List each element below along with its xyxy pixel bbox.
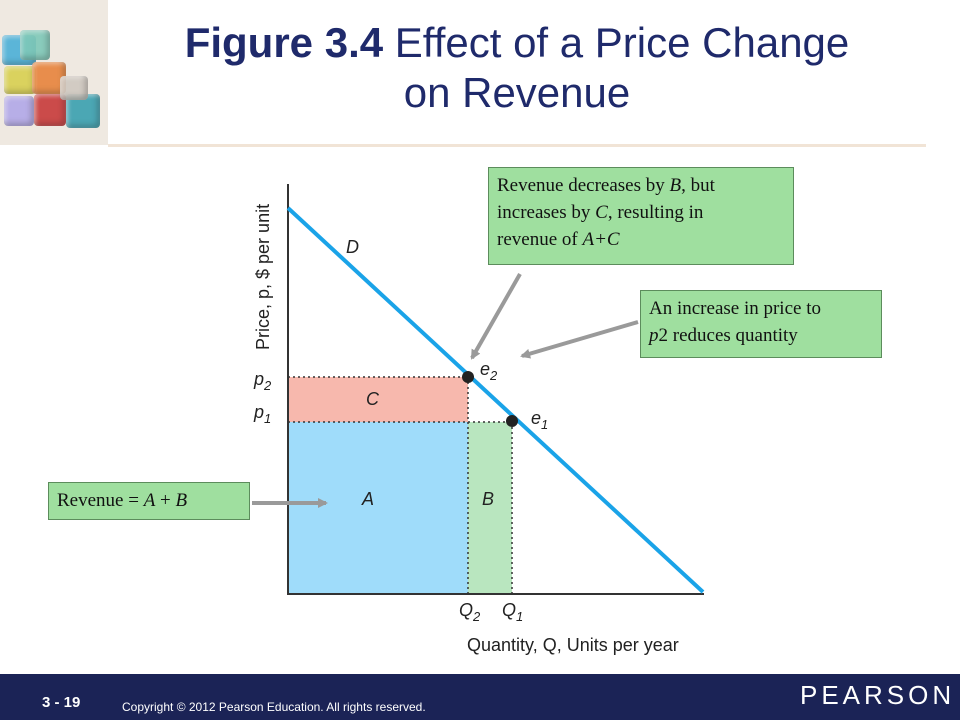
arrow-right-callout <box>520 320 639 359</box>
arrow-top-callout <box>470 273 522 360</box>
callout-revenue-total: Revenue = A + B <box>48 482 250 520</box>
cube-decor <box>20 30 50 60</box>
cube-logo <box>0 0 108 145</box>
callout-revenue-change: Revenue decreases by B, but increases by… <box>488 167 794 265</box>
callout-right-text-2: reduces quantity <box>668 325 798 346</box>
callout-top-text-5: revenue of <box>497 229 583 250</box>
e2-sub: 2 <box>489 368 498 383</box>
title-figure-number: Figure 3.4 <box>184 19 384 66</box>
callout-left-a: A <box>143 490 156 511</box>
p2-sub: 2 <box>263 378 272 393</box>
callout-top-b: B <box>669 175 682 196</box>
area-b-label: B <box>482 489 494 509</box>
demand-label: D <box>346 237 359 257</box>
callout-right-p: p <box>649 325 659 346</box>
area-c <box>288 377 468 422</box>
callout-price-increase: An increase in price to p2 reduces quant… <box>640 290 882 358</box>
q2-letter: Q <box>459 600 473 620</box>
callout-right-text-1: An increase in price to <box>649 298 821 319</box>
pearson-logo: PEARSON <box>800 680 956 710</box>
point-e2 <box>462 371 474 383</box>
demand-curve <box>286 206 705 594</box>
title-line2: on Revenue <box>403 69 631 116</box>
point-e1 <box>506 415 518 427</box>
area-a <box>288 422 468 594</box>
x-tick-q1: Q1 <box>502 600 523 624</box>
title-line1: Effect of a Price Change <box>394 19 850 66</box>
callout-left-b: B <box>175 490 188 511</box>
cube-decor <box>4 66 36 94</box>
revenue-diagram: D e2 e1 C A B p2 p1 Q2 Q1 Quantity, Q, U… <box>252 184 705 655</box>
callout-top-text-3: increases by <box>497 202 596 223</box>
callout-top-text-2: , but <box>681 175 715 196</box>
point-e2-label: e2 <box>480 359 498 383</box>
p1-sub: 1 <box>264 411 271 426</box>
footer-bar <box>0 674 960 720</box>
y-tick-p2: p2 <box>253 369 272 393</box>
q1-sub: 1 <box>516 609 523 624</box>
e2-letter: e <box>480 359 490 379</box>
e1-sub: 1 <box>541 417 548 432</box>
callout-top-ac: A+C <box>582 229 620 250</box>
p2-letter: p <box>253 369 264 389</box>
q2-sub: 2 <box>472 609 481 624</box>
page-title: Figure 3.4 Effect of a Price Change on R… <box>108 18 926 118</box>
point-e1-label: e1 <box>531 408 548 432</box>
y-tick-p1: p1 <box>253 402 271 426</box>
cube-decor <box>34 94 66 126</box>
x-tick-q2: Q2 <box>459 600 481 624</box>
callout-top-text-4: , resulting in <box>607 202 704 223</box>
area-a-label: A <box>361 489 374 509</box>
x-axis-label: Quantity, Q, Units per year <box>467 635 679 655</box>
y-axis-label: Price, p, $ per unit <box>253 204 273 350</box>
p1-letter: p <box>253 402 264 422</box>
callout-left-text: Revenue = <box>57 490 144 511</box>
callout-right-p-sub: 2 <box>658 325 669 346</box>
cube-decor <box>60 76 88 100</box>
page-number: 3 - 19 <box>42 694 81 711</box>
copyright-text: Copyright © 2012 Pearson Education. All … <box>122 700 426 714</box>
cube-decor <box>4 96 34 126</box>
callout-left-plus: + <box>155 490 176 511</box>
area-b <box>468 422 512 594</box>
title-divider <box>108 144 926 147</box>
area-c-label: C <box>366 389 380 409</box>
e1-letter: e <box>531 408 541 428</box>
callout-top-c: C <box>595 202 608 223</box>
callout-top-text-1: Revenue decreases by <box>497 175 670 196</box>
q1-letter: Q <box>502 600 516 620</box>
